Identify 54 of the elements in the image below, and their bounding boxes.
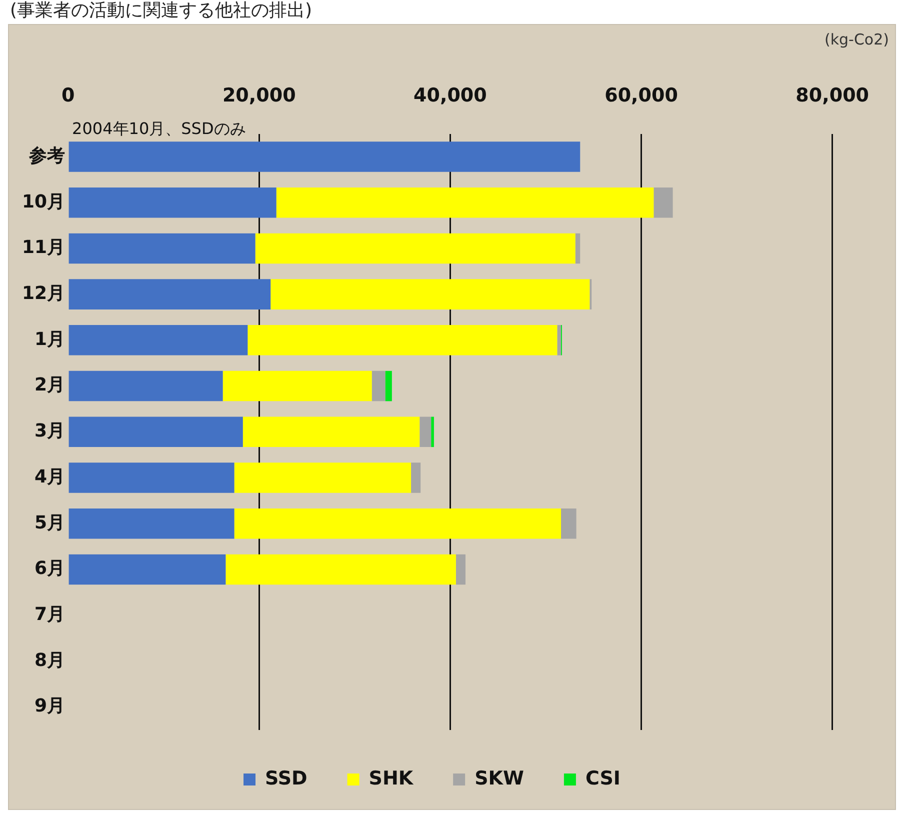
bar: [557, 325, 562, 356]
y-tick-label: 9月: [34, 696, 66, 717]
bar: [431, 416, 434, 448]
y-tick-label: 5月: [34, 512, 66, 534]
y-tick-label: 3月: [34, 420, 66, 442]
bar: [385, 370, 392, 402]
bar: [248, 325, 558, 356]
y-tick-label: 1月: [34, 328, 66, 350]
y-tick-label: 参考: [28, 145, 66, 166]
chart-title: (事業者の活動に関連する他社の排出): [10, 0, 312, 22]
bar: [242, 416, 420, 448]
bar: [372, 370, 386, 402]
bar: [68, 508, 234, 539]
bar: [68, 325, 248, 356]
bar: [654, 187, 673, 218]
legend-label: CSI: [585, 767, 621, 790]
bar: [456, 554, 466, 585]
legend-label: SKW: [474, 767, 524, 790]
y-tick-label: 7月: [34, 604, 66, 626]
y-tick-label: 10月: [22, 191, 66, 212]
bar: [68, 142, 580, 172]
bar: [68, 554, 226, 585]
bar: [420, 416, 432, 448]
y-tick-label: 6月: [34, 558, 66, 580]
bar: [561, 508, 576, 539]
bar: [226, 554, 456, 585]
x-tick-label: 80,000: [796, 84, 870, 106]
y-tick-label: 8月: [34, 650, 66, 671]
bar: [255, 233, 576, 264]
x-tick-label: 20,000: [222, 84, 296, 106]
bar: [68, 279, 271, 310]
bar: [222, 370, 372, 402]
bar: [575, 233, 580, 264]
y-tick-label: 4月: [34, 466, 66, 488]
bar: [68, 187, 276, 218]
annotation: 2004年10月、SSDのみ: [72, 118, 246, 138]
y-tick-label: 2月: [34, 374, 66, 396]
bar: [411, 462, 421, 493]
bar: [68, 233, 256, 264]
bar: [276, 187, 654, 218]
bar: [234, 462, 412, 493]
x-tick-label: 40,000: [414, 84, 487, 106]
bar: [68, 370, 223, 402]
bar: [68, 416, 243, 448]
legend-label: SHK: [368, 767, 414, 790]
text: (kg-Co2): [824, 30, 889, 48]
x-tick-label: 0: [61, 84, 75, 106]
y-tick-label: 11月: [22, 237, 66, 258]
bar: [270, 279, 590, 310]
y-tick-label: 12月: [22, 282, 66, 304]
bar: [68, 462, 234, 493]
bar: [234, 508, 562, 539]
legend-label: SSD: [264, 767, 308, 790]
x-tick-label: 60,000: [604, 84, 678, 106]
